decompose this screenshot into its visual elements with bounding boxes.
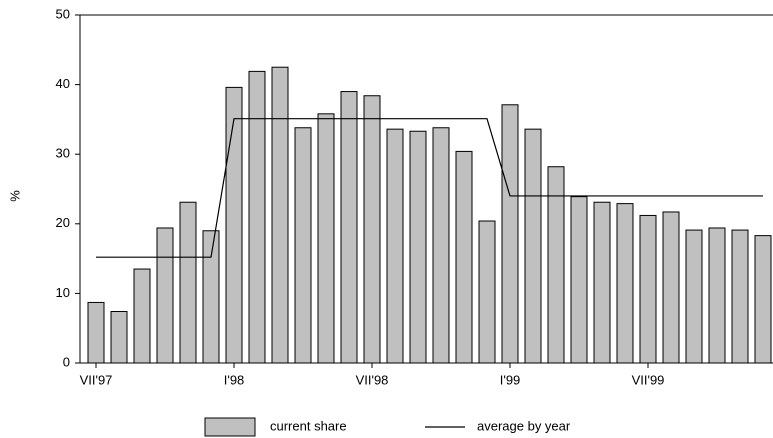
bar — [685, 229, 703, 364]
bar — [340, 91, 358, 364]
bar — [478, 220, 496, 364]
bar — [708, 227, 726, 364]
bar — [87, 301, 105, 364]
y-tick-label: 10 — [56, 285, 70, 300]
bar — [662, 211, 680, 364]
y-tick-label: 0 — [63, 354, 70, 369]
bar — [179, 201, 197, 364]
y-tick-label: 40 — [56, 76, 70, 91]
bar — [363, 95, 381, 364]
bar — [409, 130, 427, 364]
bar — [639, 214, 657, 364]
bar — [294, 127, 312, 364]
x-tick-label: VII'98 — [356, 372, 389, 387]
y-tick-label: 20 — [56, 215, 70, 230]
bar — [225, 86, 243, 364]
legend-swatch — [204, 417, 256, 437]
bar — [432, 127, 450, 364]
y-tick-label: 50 — [56, 6, 70, 21]
bar — [593, 201, 611, 364]
bar — [248, 70, 266, 364]
bar — [731, 229, 749, 364]
bar — [202, 230, 220, 364]
bar — [317, 113, 335, 364]
bar — [156, 227, 174, 364]
y-tick-label: 30 — [56, 146, 70, 161]
bar — [110, 310, 128, 364]
line — [96, 118, 763, 258]
bar — [754, 235, 772, 364]
bar — [386, 128, 404, 364]
bar — [616, 203, 634, 364]
x-tick-label: I'99 — [500, 372, 521, 387]
y-axis-label: % — [7, 190, 22, 202]
bar — [455, 150, 473, 364]
legend-label: average by year — [477, 418, 571, 433]
bar — [133, 268, 151, 364]
bar — [547, 166, 565, 364]
x-tick-label: VII'97 — [80, 372, 113, 387]
legend-label: current share — [270, 418, 347, 433]
x-tick-label: VII'99 — [632, 372, 665, 387]
x-tick-label: I'98 — [224, 372, 245, 387]
bar — [501, 104, 519, 364]
bar — [271, 66, 289, 364]
bar — [570, 196, 588, 364]
bar — [524, 128, 542, 364]
